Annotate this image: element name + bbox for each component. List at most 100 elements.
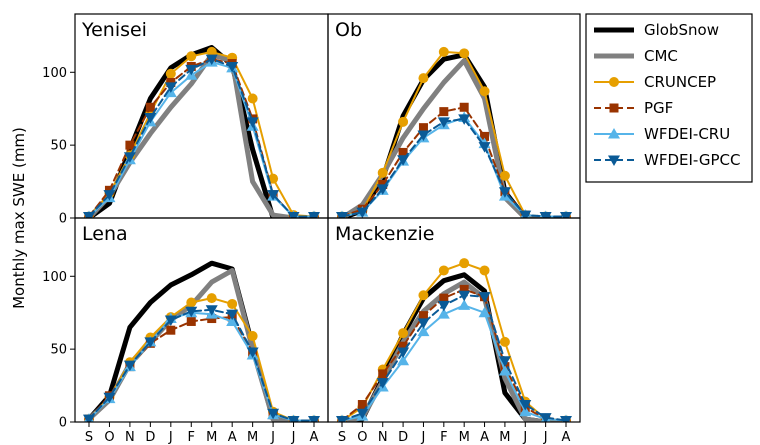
data-point-wfdei-gpcc [437,300,450,312]
data-point-wfdei-gpcc [246,347,259,359]
data-point-wfdei-gpcc [519,210,532,218]
data-point-cruncep [418,290,429,301]
data-point-pgf [418,311,428,321]
x-tick-label: M [459,430,470,445]
series-line-wfdei-gpcc [88,308,315,422]
series-line-wfdei-gpcc [88,58,315,218]
data-point-cruncep [206,293,217,304]
x-tick-label: M [247,430,258,445]
data-point-wfdei-cru [437,308,450,319]
series-line-wfdei-cru [341,116,567,218]
data-point-pgf [418,123,428,133]
data-point-wfdei-gpcc [498,356,511,367]
panel-frame [327,13,581,219]
data-point-pgf [357,400,367,410]
data-point-wfdei-gpcc [478,142,491,153]
data-point-wfdei-gpcc [164,82,177,93]
x-tick-label: D [145,430,155,445]
data-point-wfdei-gpcc [83,212,95,218]
data-point-cruncep [438,46,449,57]
x-tick-label: S [85,430,93,445]
series-line-globsnow [339,272,569,422]
data-point-pgf [480,131,490,141]
series-line-wfdei-gpcc [341,117,567,218]
series-line-wfdei-gpcc [341,294,567,422]
panel-title: Ob [335,19,362,41]
data-point-wfdei-cru [417,325,430,337]
series-group [336,46,572,218]
panel-yenisei: 0 50 100 Yenisei [42,13,329,227]
data-point-wfdei-gpcc [205,54,218,66]
data-point-pgf [459,284,469,294]
data-point-pgf [166,325,176,335]
data-point-wfdei-gpcc [287,212,300,218]
x-tick-label: N [378,430,388,445]
data-point-wfdei-cru [458,299,471,310]
data-point-cruncep [268,173,279,184]
data-point-wfdei-gpcc [308,212,320,218]
data-point-cruncep [206,46,217,57]
x-tick-label: M [206,430,217,445]
data-point-wfdei-gpcc [144,337,157,348]
data-point-wfdei-gpcc [336,416,348,422]
data-point-wfdei-cru [478,306,491,318]
data-point-wfdei-gpcc [123,360,136,372]
data-point-cruncep [418,73,429,84]
data-point-wfdei-gpcc [308,416,320,422]
legend-marker-pgf [609,103,619,113]
data-point-pgf [145,102,155,112]
data-point-cruncep [438,265,449,276]
data-point-cruncep [186,297,197,308]
legend-label-pgf: PGF [644,99,673,117]
data-point-wfdei-cru [498,365,511,376]
data-point-pgf [186,316,196,326]
data-point-cruncep [459,258,470,269]
data-point-wfdei-gpcc [226,61,239,73]
data-point-cruncep [479,265,490,276]
data-point-wfdei-gpcc [458,114,471,125]
x-tick-label: J [291,430,296,445]
legend-label-wfdei-cru: WFDEI-CRU [644,125,730,143]
legend: GlobSnow CMC CRUNCEP PGF WFDEI-CRU WFDEI-GPCC [585,13,753,183]
data-point-wfdei-gpcc [478,292,491,303]
series-line-globsnow [86,260,317,422]
x-tick-label: F [440,430,447,445]
data-point-pgf [439,107,449,117]
legend-label-cmc: CMC [644,47,678,65]
data-point-cruncep [247,93,258,104]
data-point-wfdei-gpcc [246,117,259,128]
data-point-wfdei-gpcc [226,309,239,321]
x-tick-label: N [125,430,135,445]
data-point-wfdei-gpcc [103,392,116,404]
data-point-wfdei-gpcc [267,408,280,420]
x-tick-label: M [499,430,510,445]
series-group [83,45,320,218]
x-tick-label: A [228,430,237,445]
y-tick-label: 0 [59,416,67,431]
data-point-wfdei-gpcc [123,152,136,163]
data-point-wfdei-gpcc [376,184,389,195]
data-point-pgf [125,140,135,150]
series-line-wfdei-cru [341,304,567,422]
data-point-wfdei-gpcc [185,306,198,318]
data-point-wfdei-gpcc [287,416,300,422]
panel-title: Mackenzie [335,223,434,245]
panel-title: Lena [82,223,128,245]
data-point-wfdei-gpcc [417,318,430,329]
data-point-cruncep [479,86,490,97]
data-point-wfdei-gpcc [267,190,280,201]
x-tick-label: J [522,430,527,445]
data-point-cruncep [499,170,510,181]
series-group [83,260,320,422]
data-point-pgf [398,147,408,157]
data-point-pgf [378,369,388,379]
data-point-wfdei-gpcc [376,378,389,389]
data-point-wfdei-gpcc [519,400,532,411]
y-tick-label: 50 [50,343,67,358]
data-point-wfdei-cru [226,315,239,326]
data-point-wfdei-cru [519,405,532,417]
